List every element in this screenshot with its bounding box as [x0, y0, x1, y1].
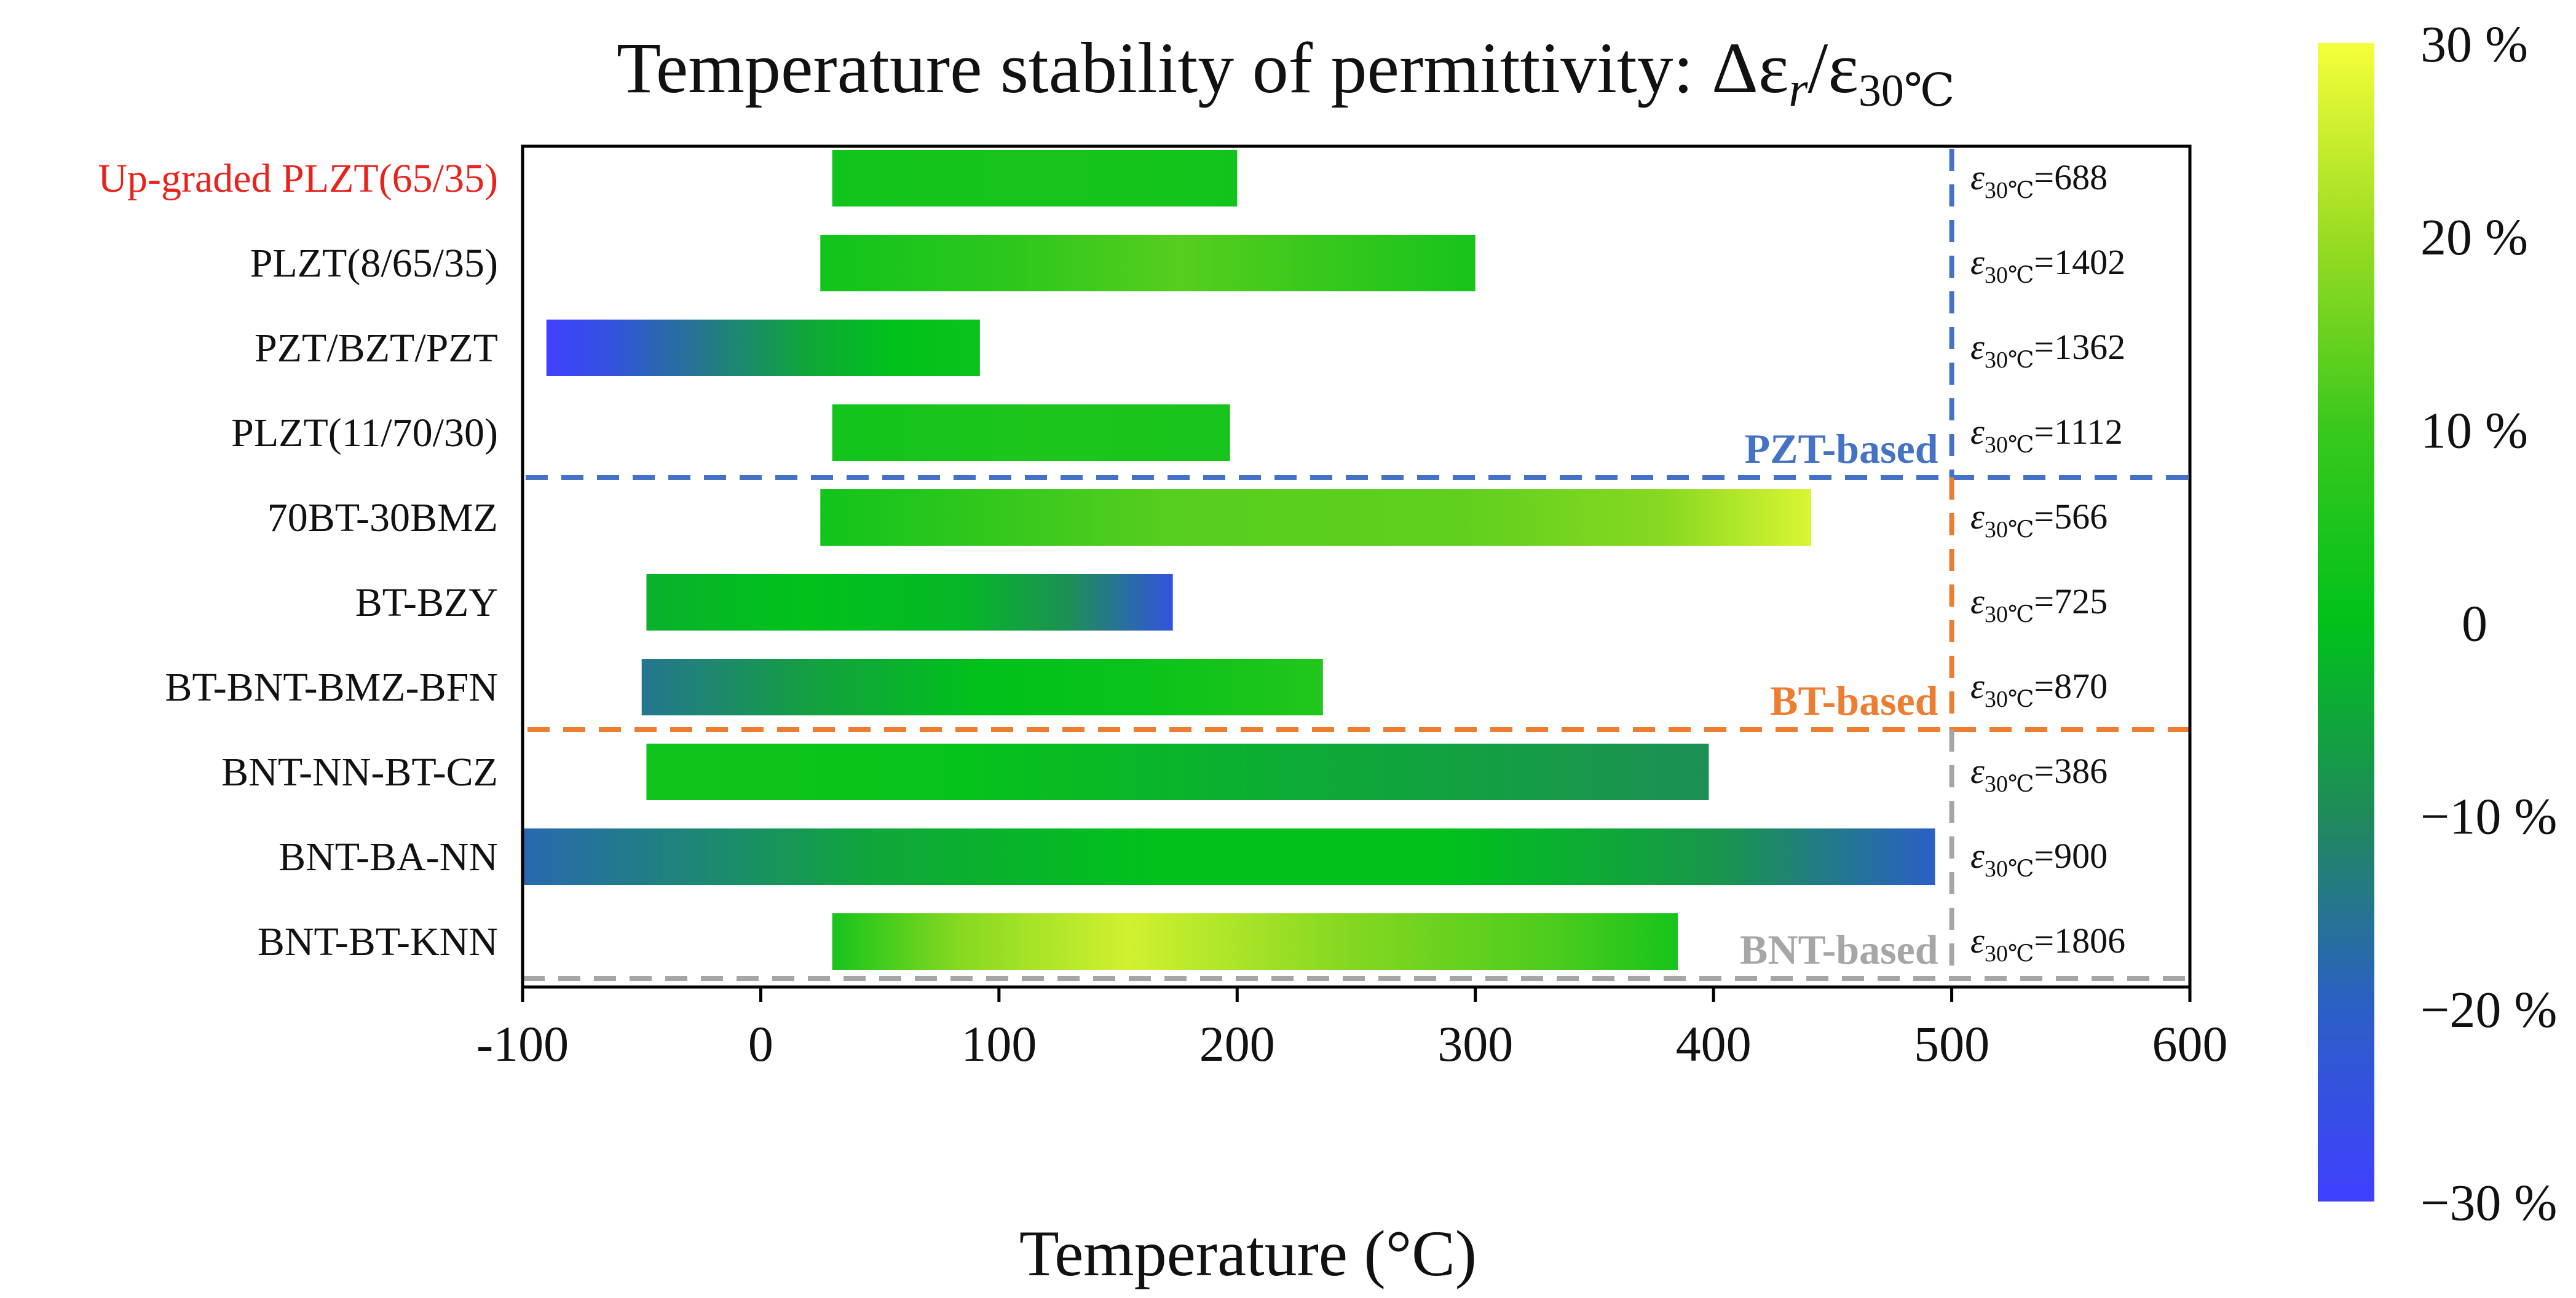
x-tick-label-4: 300: [1437, 1016, 1513, 1072]
category-label-7: BNT-NN-BT-CZ: [221, 750, 498, 795]
bar-7: [646, 744, 1709, 800]
chart-title-main: Temperature stability of permittivity: Δ…: [617, 28, 1788, 108]
category-label-0: Up-graded PLZT(65/35): [98, 156, 498, 201]
category-label-3: PLZT(11/70/30): [231, 411, 498, 455]
colorbar-tick-6: −30 %: [2420, 1174, 2557, 1232]
bar-0: [832, 150, 1238, 206]
permittivity-labels: ε30℃=688 ε30℃=1402 ε30℃=1362 ε30℃=1112 ε30℃=…: [1970, 157, 2125, 967]
chart-title-slash: /ε: [1808, 28, 1859, 108]
permittivity-label-0: ε30℃=688: [1970, 157, 2108, 203]
permittivity-label-5: ε30℃=725: [1970, 581, 2108, 627]
x-tick-label-0: -100: [476, 1016, 569, 1072]
permittivity-label-3: ε30℃=1112: [1970, 412, 2123, 458]
bar-8: [523, 828, 1935, 885]
bar-9: [832, 913, 1678, 970]
category-label-9: BNT-BT-KNN: [258, 919, 498, 964]
colorbar-tick-5: −20 %: [2420, 981, 2557, 1039]
category-label-4: 70BT-30BMZ: [267, 495, 498, 540]
x-axis: -100 0 100 200 300 400 500 600: [476, 987, 2228, 1072]
x-tick-label-1: 0: [748, 1016, 773, 1072]
bar-6: [641, 659, 1323, 715]
permittivity-label-4: ε30℃=566: [1970, 497, 2108, 543]
group-label-2: BNT-based: [1740, 926, 1938, 973]
category-labels: Up-graded PLZT(65/35) PLZT(8/65/35) PZT/BZ…: [98, 156, 498, 964]
bars-layer: [523, 150, 1935, 970]
x-tick-label-3: 200: [1199, 1016, 1275, 1072]
group-label-1: BT-based: [1770, 677, 1938, 724]
colorbar-tick-3: 0: [2462, 596, 2487, 653]
colorbar: 30 % 20 % 10 % 0 −10 % −20 % −30 %: [2318, 16, 2557, 1232]
bar-2: [546, 320, 980, 376]
category-label-1: PLZT(8/65/35): [250, 241, 498, 286]
chart-title: Temperature stability of permittivity: Δ…: [617, 28, 1955, 117]
bar-4: [820, 489, 1811, 546]
bar-5: [646, 574, 1173, 631]
colorbar-tick-2: 10 %: [2420, 402, 2528, 459]
permittivity-label-1: ε30℃=1402: [1970, 242, 2125, 288]
bar-1: [820, 235, 1476, 291]
permittivity-label-9: ε30℃=1806: [1970, 921, 2125, 967]
category-label-6: BT-BNT-BMZ-BFN: [165, 665, 498, 710]
permittivity-label-7: ε30℃=386: [1970, 751, 2108, 797]
x-tick-label-5: 400: [1676, 1016, 1752, 1072]
x-axis-label: Temperature (°C): [1019, 1217, 1477, 1289]
permittivity-label-2: ε30℃=1362: [1970, 327, 2125, 373]
category-label-2: PZT/BZT/PZT: [255, 326, 498, 371]
plot-frame: [521, 144, 2192, 989]
divider-lines: PZT-based BT-based BNT-based: [523, 149, 2190, 981]
x-tick-label-2: 100: [961, 1016, 1037, 1072]
category-label-5: BT-BZY: [355, 580, 498, 625]
x-tick-label-7: 600: [2152, 1016, 2228, 1072]
colorbar-gradient: [2318, 43, 2374, 1202]
colorbar-tick-0: 30 %: [2420, 16, 2528, 73]
chart-title-sub: 30℃: [1859, 66, 1955, 116]
colorbar-tick-1: 20 %: [2420, 209, 2528, 266]
permittivity-label-8: ε30℃=900: [1970, 836, 2108, 882]
permittivity-label-6: ε30℃=870: [1970, 666, 2108, 712]
x-tick-label-6: 500: [1914, 1016, 1989, 1072]
colorbar-tick-4: −10 %: [2420, 789, 2557, 846]
group-label-0: PZT-based: [1745, 425, 1938, 472]
chart-title-r: r: [1788, 63, 1808, 117]
category-label-8: BNT-BA-NN: [279, 835, 498, 879]
bar-3: [832, 404, 1230, 461]
